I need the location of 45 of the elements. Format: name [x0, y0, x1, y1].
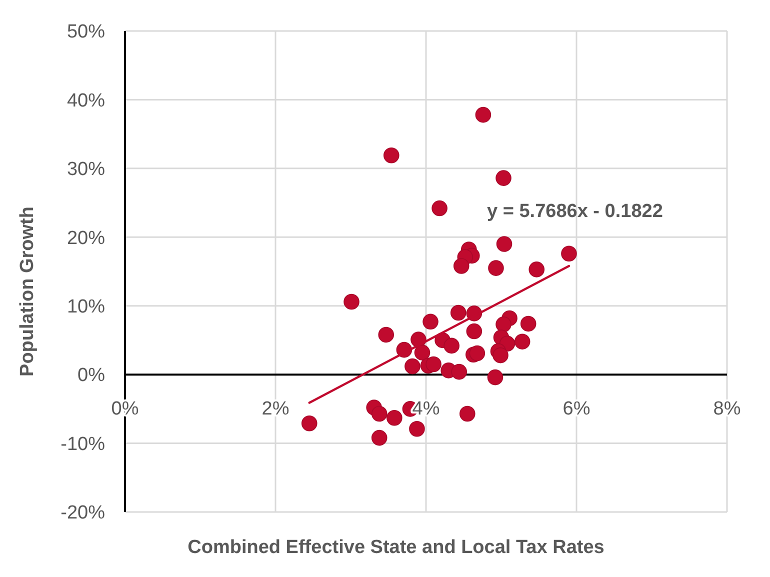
point — [520, 316, 536, 332]
point — [466, 323, 482, 340]
y-tick-label: -20% — [60, 502, 106, 524]
point — [432, 200, 448, 216]
point — [344, 294, 360, 310]
point — [459, 406, 476, 422]
point — [386, 410, 402, 426]
point — [422, 314, 438, 330]
point — [496, 316, 512, 332]
point — [371, 430, 388, 446]
point — [378, 326, 394, 343]
y-tick-label: 10% — [66, 296, 106, 318]
point — [371, 406, 388, 422]
point — [444, 338, 460, 354]
point — [496, 236, 512, 252]
point — [488, 260, 504, 276]
point — [426, 356, 442, 372]
point — [409, 420, 425, 437]
point — [492, 347, 508, 364]
y-tick-label: 30% — [66, 159, 106, 180]
point — [514, 334, 530, 350]
y-tick-label: -10% — [60, 434, 106, 455]
x-tick-label: 8% — [713, 398, 741, 420]
x-axis-title: Combined Effective State and Local Tax Rates — [188, 537, 604, 558]
point — [496, 170, 512, 186]
y-tick-label: 0% — [78, 365, 106, 386]
point — [451, 364, 468, 380]
point — [475, 106, 492, 123]
y-tick-label: 20% — [66, 228, 106, 249]
point — [383, 147, 400, 164]
y-axis-title: Population Growth — [17, 206, 38, 376]
point — [404, 358, 420, 374]
point — [487, 369, 504, 386]
y-tick-label: 40% — [66, 90, 106, 112]
point — [561, 246, 577, 262]
point — [528, 262, 545, 278]
annotation: y = 5.7686x - 0.1822 — [487, 201, 663, 222]
x-tick-label: 6% — [562, 398, 590, 420]
point — [469, 345, 486, 362]
y-tick-label: 50% — [66, 22, 106, 43]
point — [450, 304, 466, 321]
x-tick-label: 2% — [262, 398, 290, 420]
point — [453, 258, 470, 274]
point — [414, 344, 430, 360]
point — [301, 415, 318, 432]
